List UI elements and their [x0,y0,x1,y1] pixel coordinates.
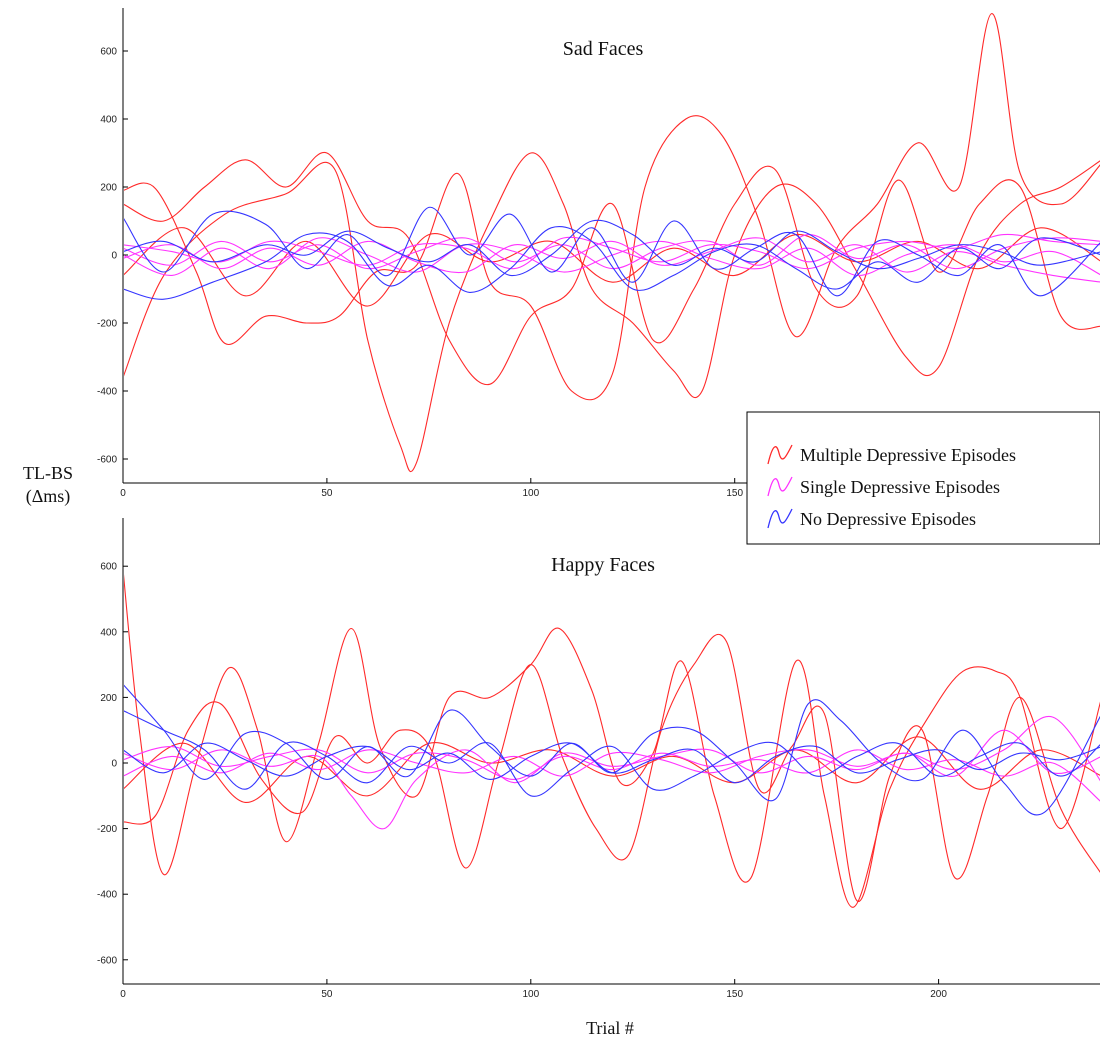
panel-title: Happy Faces [551,554,655,576]
y-tick-label: 0 [111,251,117,262]
series-line-single-depressive-episodes-6 [124,233,1100,270]
series-line-single-depressive-episodes-5 [124,746,1100,802]
series-group [124,13,1100,472]
y-tick-label: 200 [100,183,117,194]
legend-swatch [767,444,793,465]
y-tick-label: -200 [97,319,117,330]
x-tick-label: 150 [726,989,743,1000]
y-axis-label: TL-BS [23,463,73,483]
y-tick-label: 400 [100,627,117,638]
series-line-single-depressive-episodes-4 [124,715,1100,782]
legend-label: Multiple Depressive Episodes [800,445,1016,465]
y-tick-label: 400 [100,115,117,126]
series-group [124,574,1100,908]
panel-title: Sad Faces [563,38,644,60]
legend-label: Single Depressive Episodes [800,477,1000,497]
series-line-no-depressive-episodes-8 [124,206,1100,297]
y-tick-label: 0 [111,759,117,770]
x-tick-label: 0 [120,989,126,1000]
legend-swatch [767,476,793,497]
series-line-multiple-depressive-episodes-0 [124,152,1100,472]
legend-label: No Depressive Episodes [800,509,976,529]
series-line-single-depressive-episodes-3 [124,729,1100,830]
x-tick-label: 0 [120,488,126,499]
y-tick-label: 200 [100,693,117,704]
y-tick-label: 600 [100,562,117,573]
x-tick-label: 150 [726,488,743,499]
legend-box [746,411,1100,545]
legend: Multiple Depressive Episodes Single Depre… [746,411,1100,545]
series-line-multiple-depressive-episodes-3 [124,227,1100,307]
y-tick-label: -200 [97,824,117,835]
series-line-multiple-depressive-episodes-1 [124,13,1100,401]
x-tick-label: 100 [522,989,539,1000]
series-line-no-depressive-episodes-6 [124,684,1100,816]
x-tick-label: 200 [930,989,947,1000]
x-tick-label: 100 [522,488,539,499]
series-line-multiple-depressive-episodes-2 [124,152,1100,386]
y-tick-label: -600 [97,455,117,466]
x-tick-label: 50 [321,488,333,499]
series-line-multiple-depressive-episodes-1 [124,633,1100,902]
x-tick-label: 50 [321,989,333,1000]
series-line-no-depressive-episodes-7 [124,710,1100,797]
series-line-multiple-depressive-episodes-0 [124,574,1100,908]
series-line-no-depressive-episodes-9 [124,226,1100,300]
series-line-no-depressive-episodes-10 [124,219,1100,276]
happy-faces-panel: Happy Faces 600 400 200 0 -200 -400 -600 0 50 100… [97,518,1100,1000]
x-axis-label: Trial # [586,1018,634,1038]
y-tick-label: 600 [100,47,117,58]
sad-faces-panel: Sad Faces 600 400 200 0 -200 -400 -600 0 50 100 15… [97,8,1100,499]
y-tick-label: -400 [97,387,117,398]
series-line-no-depressive-episodes-8 [124,742,1100,784]
y-tick-label: -600 [97,955,117,966]
y-tick-label: -400 [97,890,117,901]
legend-swatch [767,508,793,529]
y-axis-unit-label: (Δms) [26,486,71,507]
series-line-single-depressive-episodes-5 [124,237,1100,283]
series-line-single-depressive-episodes-4 [124,234,1100,270]
